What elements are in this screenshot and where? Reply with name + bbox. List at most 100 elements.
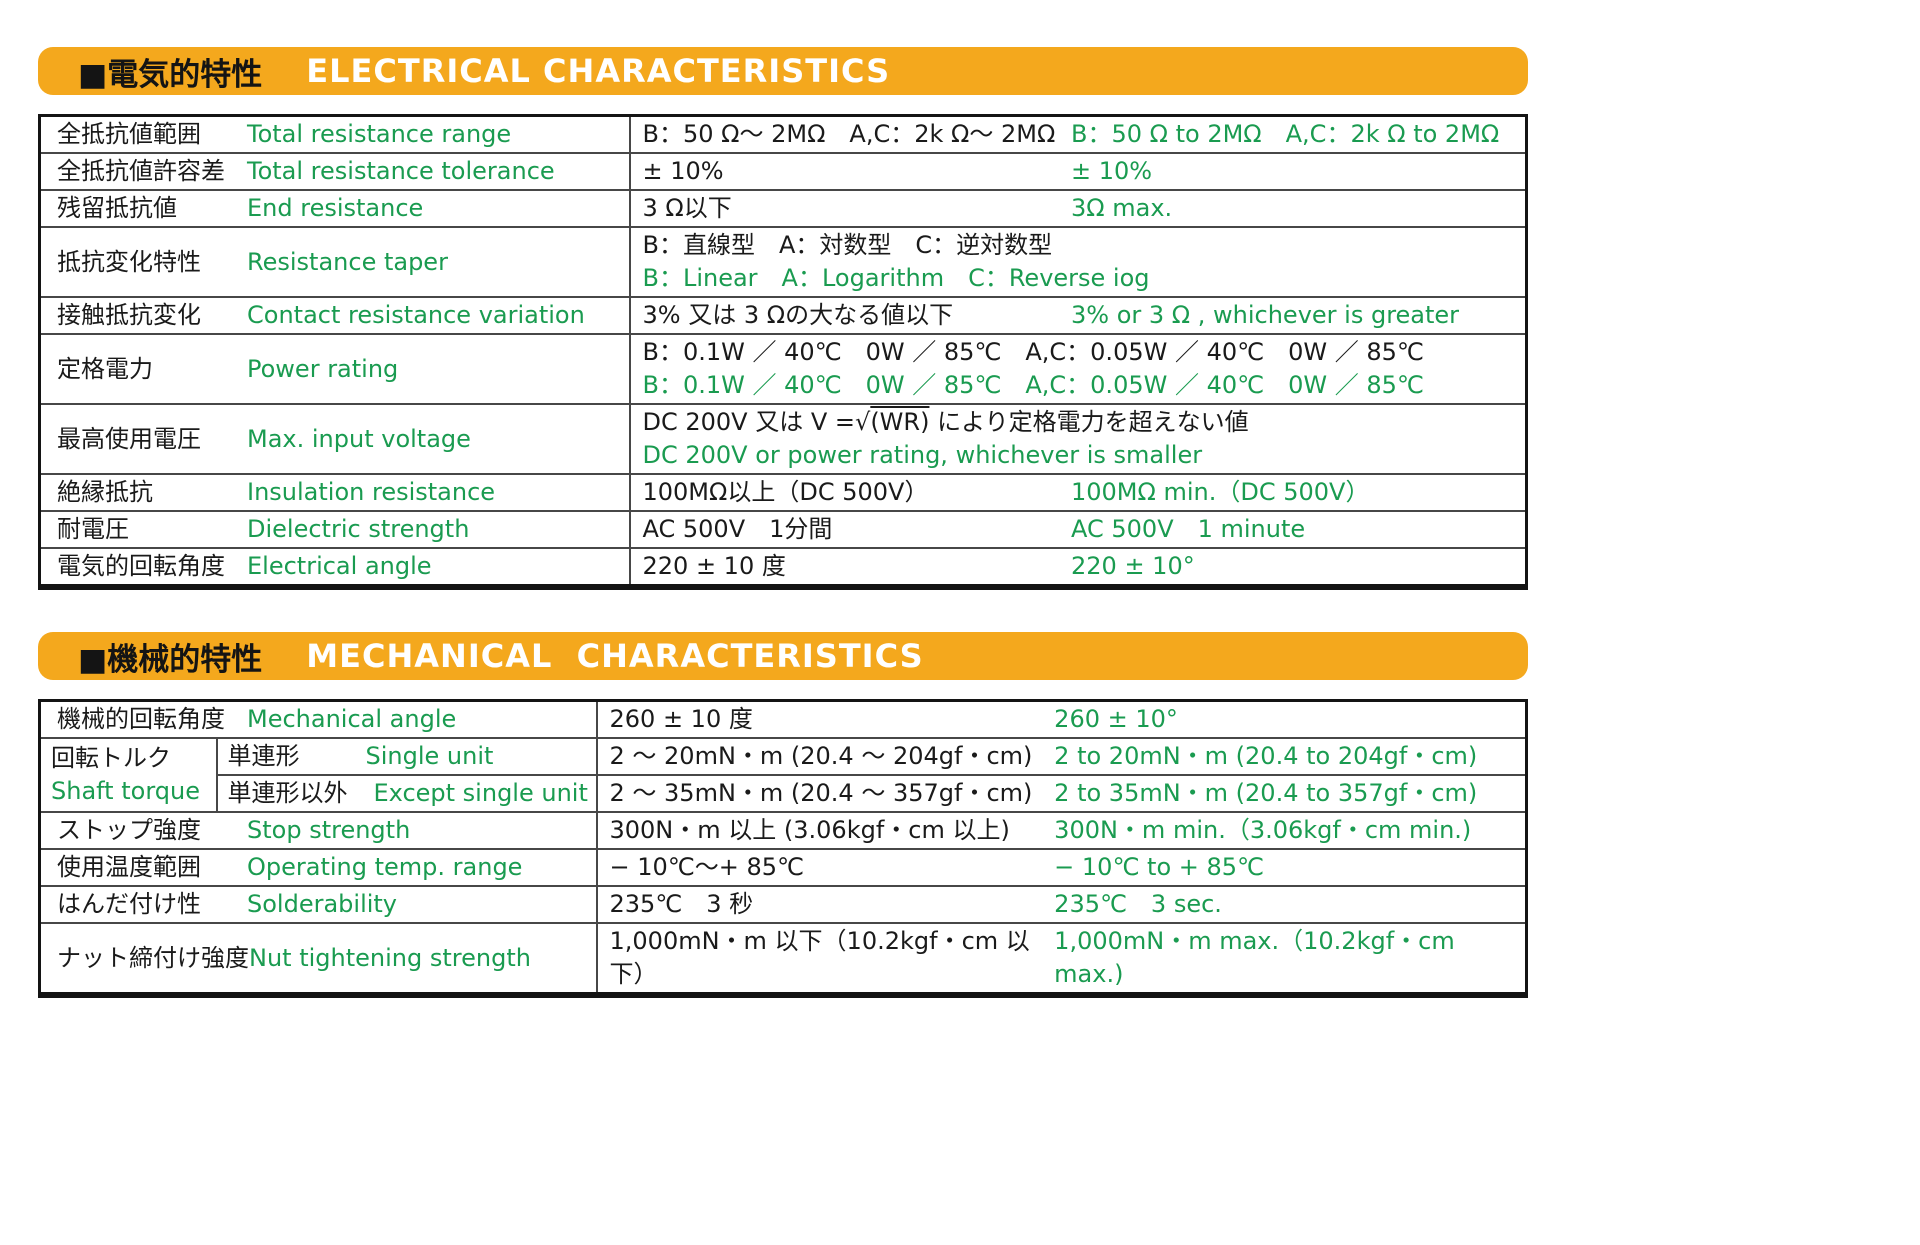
row-value-cell: − 10℃～+ 85℃ − 10℃ to + 85℃ bbox=[595, 848, 1528, 887]
row-label: 機械的回転角度 Mechanical angle bbox=[57, 703, 592, 736]
mechanical-header-title-jp: ■機械的特性 bbox=[78, 641, 263, 678]
value-jp: B：直線型 A：対数型 C：逆対数型 bbox=[642, 231, 1053, 259]
electrical-spec-row: 残留抵抗値 End resistance 3 Ω以下 3Ω max. bbox=[38, 189, 1528, 228]
row-label-cell: 耐電圧 Dielectric strength bbox=[38, 510, 631, 549]
sqrt-overline: (WR) bbox=[870, 408, 930, 436]
row-value-cell: B：0.1W ／ 40℃ 0W ／ 85℃ A,C：0.05W ／ 40℃ 0W… bbox=[628, 333, 1528, 405]
row-label-en: Insulation resistance bbox=[247, 478, 496, 506]
value-line: 300N・m 以上 (3.06kgf・cm 以上) 300N・m min.（3.0… bbox=[610, 814, 1518, 847]
electrical-spec-row: 耐電圧 Dielectric strength AC 500V 1分間 AC 500V… bbox=[38, 510, 1528, 549]
mechanical-spec-row: 回転トルク Shaft torque 単連形 Single unit 2 ～ 20mN・… bbox=[38, 737, 1528, 813]
row-label-cell: はんだ付け性 Solderability bbox=[38, 885, 598, 924]
row-value-cell: 235℃ 3 秒 235℃ 3 sec. bbox=[595, 885, 1528, 924]
value-en: 2 to 20mN・m (20.4 to 204gf・cm) bbox=[1054, 742, 1478, 770]
value-jp: 2 ～ 35mN・m (20.4 ～ 357gf・cm) bbox=[609, 779, 1033, 807]
row-label-cell: 機械的回転角度 Mechanical angle bbox=[38, 699, 598, 739]
row-label: はんだ付け性 Solderability bbox=[57, 888, 592, 921]
electrical-spec-row: 接触抵抗変化 Contact resistance variation 3% 又は … bbox=[38, 296, 1528, 335]
row-label-jp: 接触抵抗変化 bbox=[57, 301, 201, 329]
row-value-cell: 220 ± 10 度 220 ± 10° bbox=[628, 547, 1528, 588]
mechanical-spec-row: ナット締付け強度 Nut tightening strength 1,000mN・m… bbox=[38, 922, 1528, 996]
value-en: ± 10% bbox=[1071, 157, 1153, 185]
row-label-jp: 使用温度範囲 bbox=[57, 853, 201, 881]
row-label-cell: 全抵抗値範囲 Total resistance range bbox=[38, 114, 631, 154]
value-jp: 3 Ω以下 bbox=[642, 194, 732, 222]
mechanical-header-bar: ■機械的特性 MECHANICAL CHARACTERISTICS bbox=[38, 632, 1528, 680]
mechanical-table-body: 機械的回転角度 Mechanical angle 260 ± 10 度 260 ± 1… bbox=[38, 699, 1528, 996]
value-en: 3% or 3 Ω , whichever is greater bbox=[1071, 301, 1460, 329]
row-label-en: Nut tightening strength bbox=[249, 943, 531, 972]
row-value-cell: DC 200V 又は V =√(WR) により定格電力を超えない値 DC 200V… bbox=[628, 403, 1528, 475]
row-label-en: Dielectric strength bbox=[247, 515, 470, 543]
row-label: 接触抵抗変化 Contact resistance variation bbox=[57, 299, 625, 332]
value-line: ± 10% ± 10% bbox=[643, 155, 1518, 188]
row-label-en: Total resistance range bbox=[247, 120, 512, 148]
page-content: ■電気的特性 ELECTRICAL CHARACTERISTICS 全抵抗値範囲… bbox=[38, 47, 1528, 998]
row-label-cell: 抵抗変化特性 Resistance taper bbox=[38, 226, 631, 298]
row-label-cell: 全抵抗値許容差 Total resistance tolerance bbox=[38, 152, 631, 191]
value-en: 300N・m min.（3.06kgf・cm min.) bbox=[1054, 816, 1472, 844]
row-value-cell: 260 ± 10 度 260 ± 10° bbox=[595, 699, 1528, 739]
row-label: 使用温度範囲 Operating temp. range bbox=[57, 851, 592, 884]
value-line: 235℃ 3 秒 235℃ 3 sec. bbox=[610, 888, 1518, 921]
row-label-jp: 電気的回転角度 bbox=[57, 552, 225, 580]
value-jp: 100MΩ以上（DC 500V） bbox=[642, 478, 929, 506]
value-jp: 3% 又は 3 Ωの大なる値以下 bbox=[642, 301, 954, 329]
row-label-jp: 絶縁抵抗 bbox=[57, 478, 153, 506]
row-label: 定格電力 Power rating bbox=[57, 353, 625, 386]
electrical-spec-row: 全抵抗値範囲 Total resistance range B：50 Ω～ 2MΩ … bbox=[38, 114, 1528, 154]
row-value-cell: 2 ～ 20mN・m (20.4 ～ 204gf・cm) 2 to 20mN・m … bbox=[595, 737, 1528, 776]
value-line: DC 200V 又は V =√(WR) により定格電力を超えない値 bbox=[643, 406, 1518, 439]
row-value-cell: ± 10% ± 10% bbox=[628, 152, 1528, 191]
row-sublabel: 単連形以外 Except single unit bbox=[228, 777, 592, 810]
row-label: 全抵抗値範囲 Total resistance range bbox=[57, 118, 625, 151]
row-label-jp: ナット締付け強度 bbox=[57, 943, 249, 972]
row-label-cell: 最高使用電圧 Max. input voltage bbox=[38, 403, 631, 475]
value-line: B：直線型 A：対数型 C：逆対数型 bbox=[643, 229, 1518, 262]
value-line: 2 ～ 20mN・m (20.4 ～ 204gf・cm) 2 to 20mN・m … bbox=[610, 740, 1518, 773]
value-en: B：Linear A：Logarithm C：Reverse iog bbox=[642, 264, 1150, 292]
value-en: AC 500V 1 minute bbox=[1071, 515, 1306, 543]
value-jp: 1,000mN・m 以下（10.2kgf・cm 以下） bbox=[609, 927, 1030, 988]
row-label-en: Total resistance tolerance bbox=[247, 157, 555, 185]
row-label-jp: はんだ付け性 bbox=[57, 890, 201, 918]
electrical-header-title-jp: ■電気的特性 bbox=[78, 56, 263, 93]
value-en: 100MΩ min.（DC 500V） bbox=[1071, 478, 1370, 506]
value-jp: 2 ～ 20mN・m (20.4 ～ 204gf・cm) bbox=[609, 742, 1033, 770]
row-label: 耐電圧 Dielectric strength bbox=[57, 513, 625, 546]
value-jp: 300N・m 以上 (3.06kgf・cm 以上) bbox=[609, 816, 1010, 844]
value-line: B：0.1W ／ 40℃ 0W ／ 85℃ A,C：0.05W ／ 40℃ 0W… bbox=[643, 369, 1518, 402]
value-line: 100MΩ以上（DC 500V） 100MΩ min.（DC 500V） bbox=[643, 476, 1518, 509]
row-label-en: End resistance bbox=[247, 194, 424, 222]
row-label-cell: 残留抵抗値 End resistance bbox=[38, 189, 631, 228]
value-en: DC 200V or power rating, whichever is sm… bbox=[642, 441, 1203, 469]
value-line: B：0.1W ／ 40℃ 0W ／ 85℃ A,C：0.05W ／ 40℃ 0W… bbox=[643, 336, 1518, 369]
row-sublabel-en: Except single unit bbox=[373, 779, 588, 807]
value-line: B：50 Ω～ 2MΩ A,C：2k Ω～ 2MΩ B：50 Ω to 2MΩ A… bbox=[643, 118, 1518, 151]
row-label-jp: 全抵抗値許容差 bbox=[57, 157, 225, 185]
row-value-cell: 1,000mN・m 以下（10.2kgf・cm 以下） 1,000mN・m max… bbox=[595, 922, 1528, 996]
electrical-spec-row: 定格電力 Power rating B：0.1W ／ 40℃ 0W ／ 85℃ A,… bbox=[38, 333, 1528, 405]
row-label: 抵抗変化特性 Resistance taper bbox=[57, 246, 625, 279]
value-line: 220 ± 10 度 220 ± 10° bbox=[643, 550, 1518, 583]
value-en: − 10℃ to + 85℃ bbox=[1054, 853, 1264, 881]
row-label-cell: 絶縁抵抗 Insulation resistance bbox=[38, 473, 631, 512]
row-label-jp: 残留抵抗値 bbox=[57, 194, 177, 222]
value-en: 220 ± 10° bbox=[1071, 552, 1195, 580]
mechanical-section: ■機械的特性 MECHANICAL CHARACTERISTICS 機械的回転角… bbox=[38, 632, 1528, 998]
electrical-spec-row: 抵抗変化特性 Resistance taper B：直線型 A：対数型 C：逆対数型… bbox=[38, 226, 1528, 298]
row-value-cell: AC 500V 1分間 AC 500V 1 minute bbox=[628, 510, 1528, 549]
value-line: 3 Ω以下 3Ω max. bbox=[643, 192, 1518, 225]
value-jp: − 10℃～+ 85℃ bbox=[609, 853, 804, 881]
row-label-jp: 機械的回転角度 bbox=[57, 705, 225, 733]
row-label-en: Stop strength bbox=[247, 816, 411, 844]
electrical-header-bar: ■電気的特性 ELECTRICAL CHARACTERISTICS bbox=[38, 47, 1528, 95]
row-label: 電気的回転角度 Electrical angle bbox=[57, 550, 625, 583]
value-en: 3Ω max. bbox=[1071, 194, 1173, 222]
row-label-jp: 全抵抗値範囲 bbox=[57, 120, 201, 148]
row-value-cell: 3 Ω以下 3Ω max. bbox=[628, 189, 1528, 228]
mechanical-spec-row: 使用温度範囲 Operating temp. range − 10℃～+ 85℃ − … bbox=[38, 848, 1528, 887]
row-value-cell: 300N・m 以上 (3.06kgf・cm 以上) 300N・m min.（3.0… bbox=[595, 811, 1528, 850]
value-line: 1,000mN・m 以下（10.2kgf・cm 以下） 1,000mN・m max… bbox=[610, 925, 1518, 991]
